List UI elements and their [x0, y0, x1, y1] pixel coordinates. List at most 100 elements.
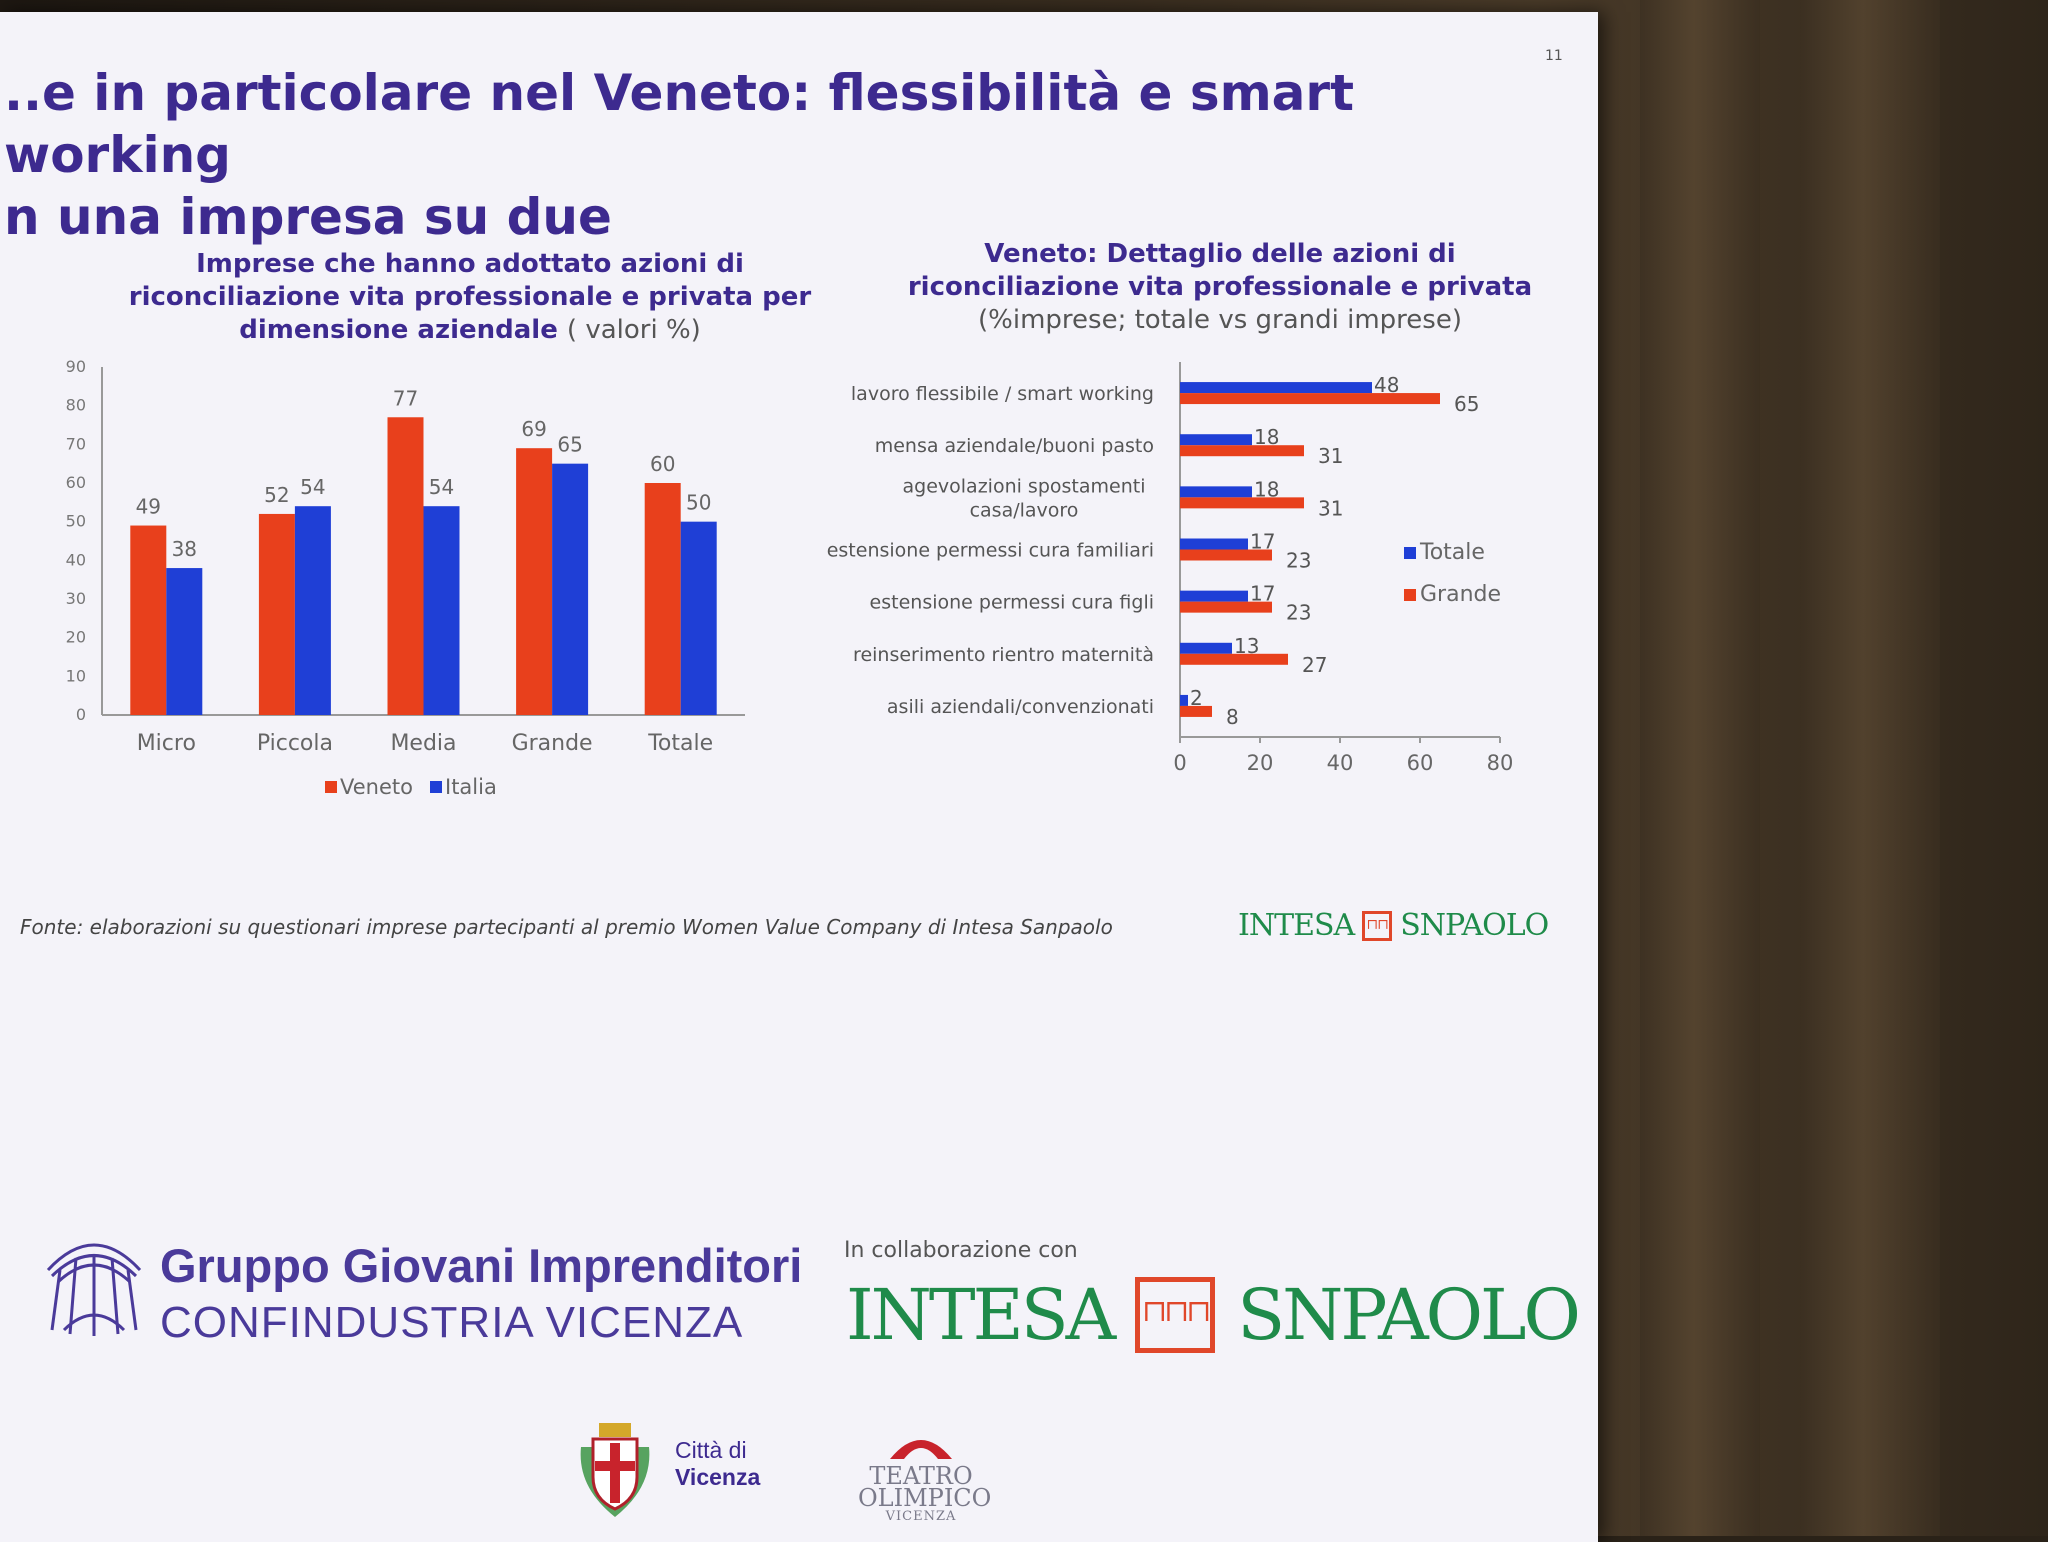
- bar-totale: [1180, 694, 1188, 706]
- legend-label-veneto: Veneto: [340, 775, 413, 799]
- gruppo-giovani-imprenditori-brand: Gruppo Giovani Imprenditori CONFINDUSTRI…: [160, 1238, 802, 1352]
- right-chart-title: Veneto: Dettaglio delle azioni di riconc…: [880, 238, 1560, 337]
- ggi-name: Gruppo Giovani Imprenditori: [160, 1239, 803, 1292]
- vicenza-line1: Città di: [675, 1437, 747, 1463]
- page-number: 11: [1545, 48, 1563, 64]
- x-category-label: Micro: [137, 731, 196, 756]
- slide-title-line2: n una impresa su due: [4, 188, 612, 246]
- x-tick-label: 60: [1407, 751, 1434, 775]
- bar-italia: [423, 506, 460, 715]
- bar-italia: [552, 463, 589, 715]
- bar-grande: [1180, 497, 1304, 509]
- bar-value-label: 31: [1318, 496, 1343, 520]
- bar-grande: [1180, 549, 1272, 561]
- x-category-label: Grande: [512, 731, 593, 756]
- bar-italia: [166, 568, 203, 715]
- bar-totale: [1180, 538, 1248, 550]
- y-tick-label: 10: [66, 666, 86, 685]
- y-category-label: casa/lavoro: [970, 499, 1079, 521]
- y-category-label: asili aziendali/convenzionati: [887, 696, 1154, 718]
- x-tick-label: 40: [1327, 751, 1354, 775]
- y-tick-label: 60: [66, 473, 86, 492]
- intesa-small-box-icon: ⊓⊓: [1362, 910, 1393, 941]
- x-category-label: Piccola: [257, 731, 333, 756]
- intesa-left-wordmark: INTESA: [846, 1274, 1116, 1356]
- legend-swatch-italia: [430, 781, 442, 793]
- intesa-small-right: SNPAOLO: [1400, 908, 1549, 943]
- collaboration-label: In collaborazione con: [844, 1238, 1078, 1263]
- teatro-line1: TEATRO: [869, 1462, 973, 1490]
- bar-value-label: 38: [172, 537, 197, 561]
- bar-value-label: 60: [650, 452, 675, 476]
- y-tick-label: 80: [66, 396, 86, 415]
- x-tick-label: 0: [1173, 751, 1186, 775]
- bar-grande: [1180, 601, 1272, 613]
- vicenza-line2: Vicenza: [675, 1464, 761, 1490]
- legend-swatch-veneto: [325, 781, 337, 793]
- bar-italia: [680, 521, 717, 715]
- bar-totale: [1180, 382, 1372, 394]
- right-chart-subtitle: (%imprese; totale vs grandi imprese): [978, 305, 1462, 335]
- x-category-label: Totale: [647, 731, 713, 756]
- y-category-label: agevolazioni spostamenti: [903, 475, 1146, 497]
- slide-title-line1: ..e in particolare nel Veneto: flessibil…: [4, 64, 1354, 184]
- vertical-bar-chart: 0 10 20 30 40 50 60 70 80 90 49 38 Micro 52 54 Piccola 7…: [66, 357, 745, 799]
- legend-label-grande: Grande: [1420, 582, 1501, 607]
- teatro-olimpico-logo: TEATRO OLIMPICO VICENZA: [858, 1427, 992, 1524]
- bar-value-label: 77: [393, 386, 418, 410]
- bar-veneto: [644, 483, 681, 715]
- bar-italia: [294, 506, 331, 715]
- bar-veneto: [387, 417, 424, 715]
- bar-grande: [1180, 445, 1304, 457]
- legend-label-totale: Totale: [1419, 540, 1485, 565]
- bar-value-label: 2: [1190, 686, 1203, 710]
- bar-totale: [1180, 486, 1252, 498]
- teatro-arch-icon: [890, 1440, 952, 1459]
- bar-grande: [1180, 705, 1212, 717]
- y-category-label: estensione permessi cura figli: [870, 592, 1154, 614]
- x-tick-label: 20: [1247, 751, 1274, 775]
- background-pillar: [1640, 0, 1760, 1536]
- bar-value-label: 54: [429, 475, 454, 499]
- y-category-label: lavoro flessibile / smart working: [851, 383, 1154, 405]
- y-tick-label: 30: [66, 589, 86, 608]
- intesa-right-wordmark: SNPAOLO: [1237, 1274, 1581, 1356]
- y-tick-label: 0: [76, 705, 86, 724]
- intesa-sanpaolo-logo: INTESA ⊓⊓⊓ SNPAOLO: [846, 1274, 1581, 1356]
- left-chart-title-line1: Imprese che hanno adottato azioni di: [196, 249, 744, 279]
- bar-value-label: 52: [264, 483, 289, 507]
- bar-value-label: 50: [686, 491, 711, 515]
- left-chart-title-line3: dimensione aziendale: [239, 315, 558, 345]
- projection-screen: 11 ..e in particolare nel Veneto: flessi…: [0, 12, 1598, 1542]
- x-tick-label: 80: [1487, 751, 1514, 775]
- legend-swatch-totale: [1404, 547, 1416, 559]
- teatro-line3: VICENZA: [885, 1509, 957, 1524]
- bar-value-label: 23: [1286, 549, 1311, 573]
- bar-value-label: 65: [557, 433, 582, 457]
- left-chart-title-suffix: ( valori %): [566, 315, 701, 345]
- legend-swatch-grande: [1404, 589, 1416, 601]
- teatro-line2: OLIMPICO: [858, 1484, 992, 1512]
- bar-value-label: 49: [136, 495, 161, 519]
- bar-value-label: 54: [300, 475, 325, 499]
- bar-value-label: 27: [1302, 653, 1327, 677]
- ggi-confindustria: CONFINDUSTRIA VICENZA: [160, 1298, 744, 1347]
- right-chart-title-line1: Veneto: Dettaglio delle azioni di: [984, 239, 1456, 269]
- y-category-label: reinserimento rientro maternità: [853, 644, 1154, 666]
- bar-totale: [1180, 434, 1252, 446]
- bar-value-label: 23: [1286, 601, 1311, 625]
- bar-grande: [1180, 393, 1440, 405]
- confindustria-logo-icon: [38, 1230, 150, 1346]
- vicenza-crest-icon: [573, 1417, 657, 1531]
- left-chart-title-line2: riconciliazione vita professionale e pri…: [128, 282, 812, 312]
- legend-label-italia: Italia: [445, 775, 497, 799]
- bar-veneto: [516, 448, 553, 715]
- left-chart-title: Imprese che hanno adottato azioni di ric…: [120, 248, 820, 347]
- bar-value-label: 17: [1250, 582, 1275, 606]
- bar-value-label: 31: [1318, 444, 1343, 468]
- intesa-box-icon: ⊓⊓⊓: [1135, 1277, 1216, 1353]
- background-pillar: [1800, 0, 1940, 1536]
- y-category-label: estensione permessi cura familiari: [827, 540, 1154, 562]
- y-tick-label: 40: [66, 550, 86, 569]
